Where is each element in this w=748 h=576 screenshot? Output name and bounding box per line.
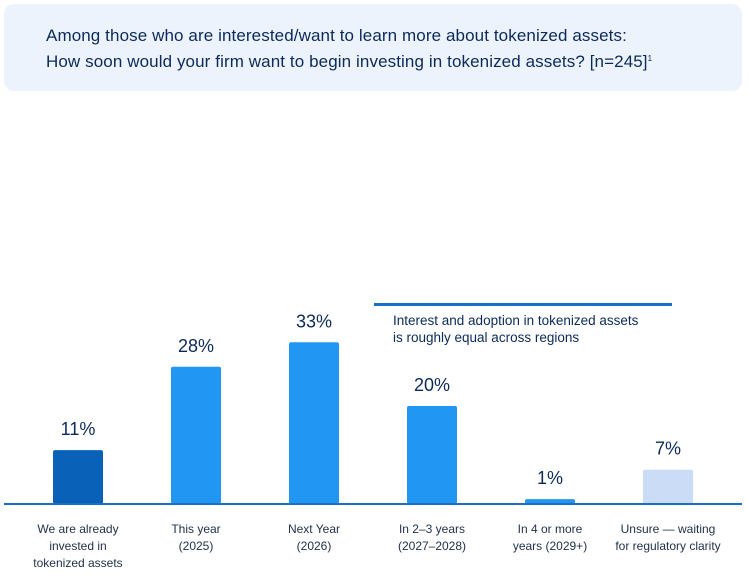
category-label-6-line-1: Unsure — waiting	[621, 522, 716, 536]
annotation-line1: Interest and adoption in tokenized asset…	[393, 313, 639, 328]
category-label-3-line-2: (2026)	[297, 539, 332, 553]
value-label-5: 1%	[537, 468, 563, 488]
category-label-4-line-1: In 2–3 years	[399, 522, 465, 536]
category-label-4-line-2: (2027–2028)	[398, 539, 466, 553]
annotation-text: Interest and adoption in tokenized asset…	[393, 312, 693, 346]
bar-5	[525, 499, 575, 504]
value-label-3: 33%	[296, 311, 332, 331]
bar-2	[171, 366, 221, 504]
value-label-2: 28%	[178, 336, 214, 356]
annotation-rule	[374, 303, 672, 306]
bar-3	[289, 342, 339, 504]
category-label-2-line-1: This year	[171, 522, 220, 536]
value-label-1: 11%	[61, 419, 96, 439]
chart-title-line1: Among those who are interested/want to l…	[46, 26, 627, 45]
bar-6	[643, 469, 693, 504]
value-label-4: 20%	[414, 375, 450, 395]
bar-4	[407, 406, 457, 504]
value-label-6: 7%	[655, 439, 681, 459]
chart-title-line2: How soon would your firm want to begin i…	[46, 52, 653, 71]
category-label-3-line-1: Next Year	[288, 522, 340, 536]
category-label-6-line-2: for regulatory clarity	[615, 539, 720, 553]
title-panel: Among those who are interested/want to l…	[4, 4, 742, 91]
category-label-5-line-1: In 4 or more	[518, 522, 583, 536]
footnote-marker: 1	[647, 54, 653, 63]
annotation-line2: is roughly equal across regions	[393, 330, 580, 345]
category-label-5-line-2: years (2029+)	[513, 539, 587, 553]
category-label-2-line-2: (2025)	[179, 539, 214, 553]
category-label-1-line-3: tokenized assets	[33, 556, 122, 570]
category-label-1-line-2: invested in	[49, 539, 106, 553]
bar-1	[53, 450, 103, 504]
category-label-1-line-1: We are already	[37, 522, 118, 536]
